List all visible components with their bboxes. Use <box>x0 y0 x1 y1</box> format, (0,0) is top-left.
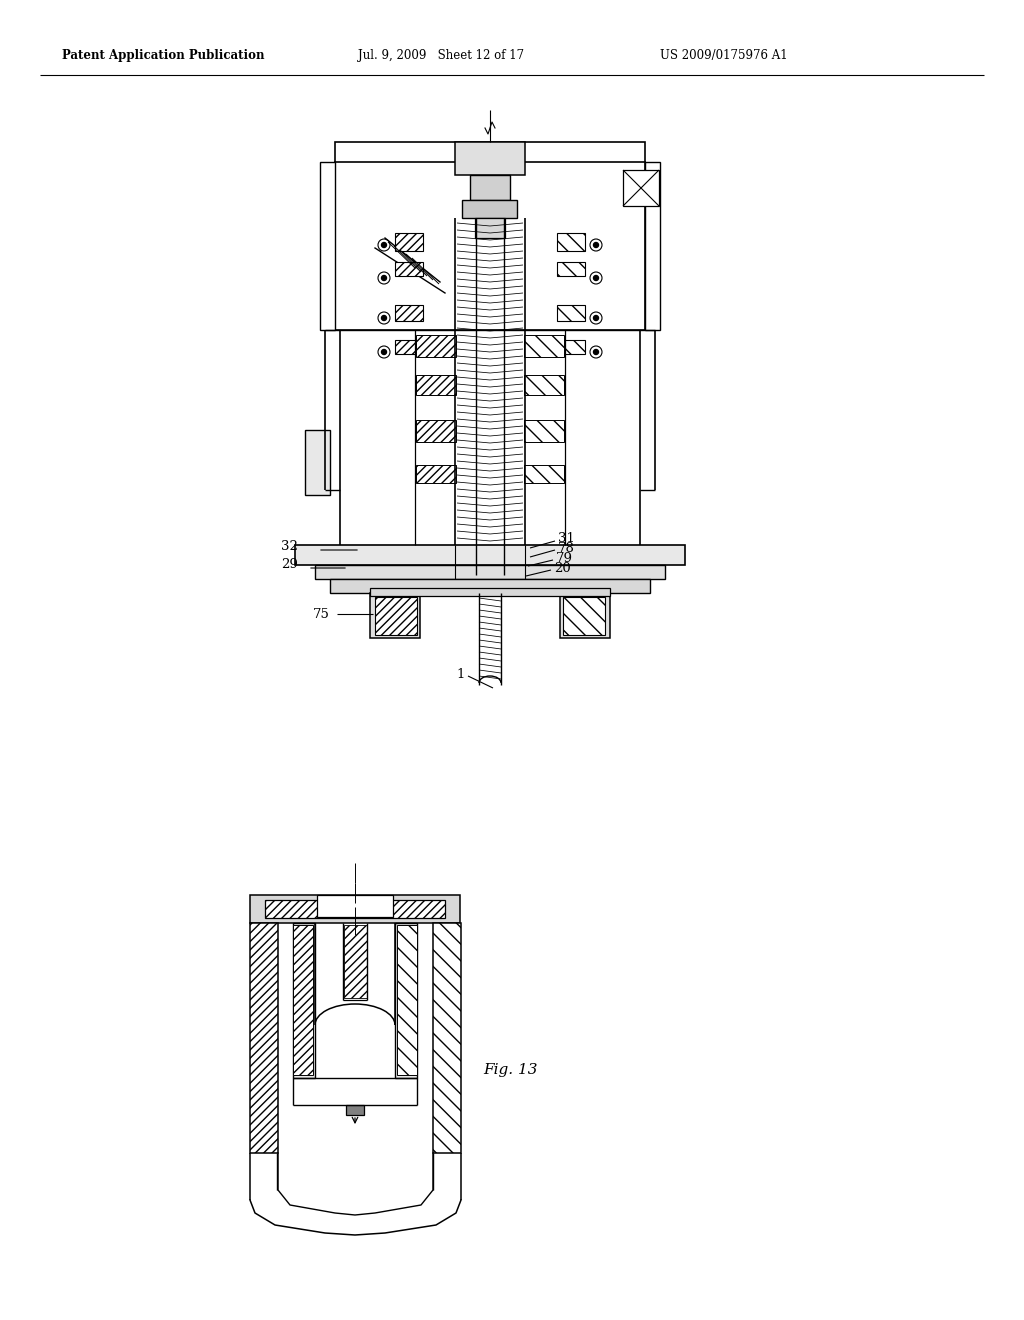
Bar <box>265 900 445 917</box>
Bar <box>455 143 525 176</box>
Circle shape <box>382 276 386 281</box>
Circle shape <box>594 315 598 321</box>
Bar <box>524 335 564 356</box>
Bar <box>346 1105 364 1115</box>
Bar <box>557 305 585 321</box>
Bar <box>557 341 585 354</box>
Bar <box>395 261 423 276</box>
Circle shape <box>594 276 598 281</box>
Bar <box>416 335 456 356</box>
Bar <box>557 261 585 276</box>
Bar <box>335 143 645 164</box>
Bar <box>370 593 420 638</box>
Bar <box>524 420 564 442</box>
Bar <box>319 162 335 330</box>
Bar <box>395 234 423 251</box>
Bar <box>330 579 650 593</box>
Bar <box>462 201 517 218</box>
Text: 32: 32 <box>282 540 298 553</box>
Bar <box>623 170 659 206</box>
Bar <box>250 895 460 923</box>
Text: Jul. 9, 2009   Sheet 12 of 17: Jul. 9, 2009 Sheet 12 of 17 <box>358 49 524 62</box>
Circle shape <box>382 315 386 321</box>
Circle shape <box>594 350 598 355</box>
Bar <box>295 545 685 565</box>
Bar <box>305 430 330 495</box>
Bar <box>416 420 456 442</box>
Bar <box>250 923 278 1152</box>
Bar <box>315 565 665 579</box>
Bar <box>375 597 417 635</box>
Text: 75: 75 <box>313 607 330 620</box>
Bar <box>470 176 510 201</box>
Bar <box>416 375 456 395</box>
Circle shape <box>382 243 386 248</box>
Bar <box>370 587 610 597</box>
Bar <box>335 162 645 330</box>
Bar <box>293 925 313 1074</box>
Bar <box>395 341 423 354</box>
Text: 29: 29 <box>282 557 298 570</box>
Text: Patent Application Publication: Patent Application Publication <box>62 49 264 62</box>
Text: 31: 31 <box>558 532 574 545</box>
Bar <box>560 593 610 638</box>
Text: 1: 1 <box>457 668 465 681</box>
Bar <box>293 923 315 1078</box>
Bar <box>344 925 367 998</box>
Bar <box>475 218 505 238</box>
Circle shape <box>594 243 598 248</box>
Bar <box>397 925 417 1074</box>
Text: US 2009/0175976 A1: US 2009/0175976 A1 <box>660 49 787 62</box>
Bar <box>645 162 660 330</box>
Text: 79: 79 <box>556 552 573 565</box>
Circle shape <box>382 350 386 355</box>
Bar <box>524 465 564 483</box>
Text: 20: 20 <box>554 561 570 574</box>
Text: Fig. 13: Fig. 13 <box>483 1063 538 1077</box>
Bar <box>395 305 423 321</box>
Bar <box>563 597 605 635</box>
Bar <box>317 895 393 917</box>
Bar <box>395 923 417 1078</box>
Text: 78: 78 <box>558 543 574 556</box>
Bar <box>557 234 585 251</box>
Bar <box>416 465 456 483</box>
Bar <box>433 923 461 1152</box>
Bar <box>524 375 564 395</box>
